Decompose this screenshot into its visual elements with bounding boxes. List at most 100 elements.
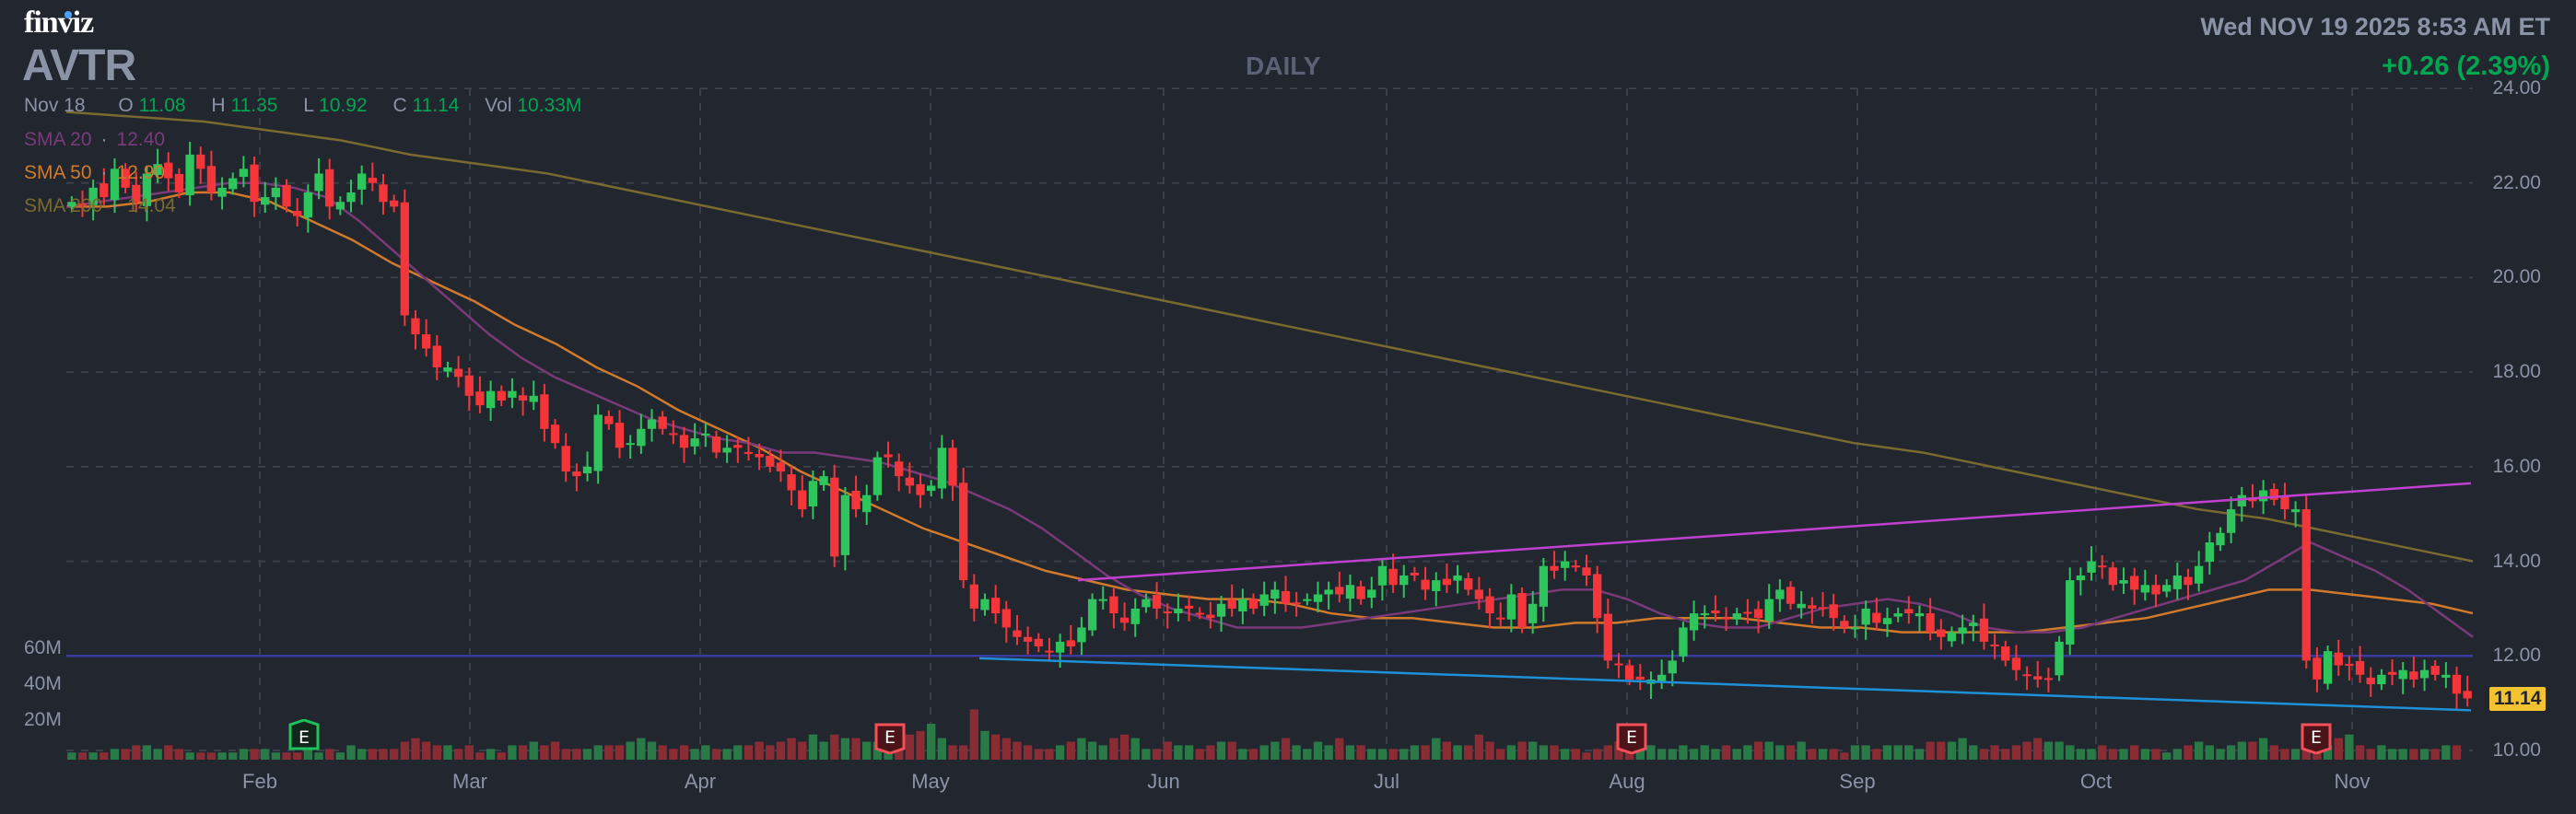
volume-bar	[368, 749, 377, 760]
volume-bar	[142, 745, 152, 760]
earnings-marker-icon[interactable]: E	[874, 719, 906, 755]
volume-bar	[1808, 749, 1817, 760]
volume-bar	[798, 741, 807, 760]
volume-bar	[1281, 738, 1291, 760]
candle-body	[228, 178, 238, 190]
candle-body	[1721, 617, 1731, 620]
candle-body	[744, 451, 754, 454]
volume-bar	[1034, 749, 1043, 760]
volume-bar	[1130, 738, 1140, 760]
candle-body	[2463, 691, 2472, 699]
volume-bar	[2076, 749, 2086, 760]
volume-bar	[593, 745, 603, 760]
sma50-legend[interactable]: SMA 50 · 12.90	[24, 162, 166, 183]
volume-bar	[2323, 745, 2333, 760]
volume-bar	[701, 745, 710, 760]
volume-bar	[2011, 745, 2021, 760]
volume-bar	[1689, 749, 1699, 760]
candle-body	[1679, 627, 1688, 657]
volume-bar	[2430, 749, 2440, 760]
date-tick: Oct	[2079, 770, 2113, 793]
volume-bar	[1893, 745, 1903, 760]
candle-body	[271, 187, 281, 198]
volume-bar	[2345, 734, 2354, 760]
candle-body	[2055, 641, 2064, 676]
earnings-marker-icon[interactable]: E	[288, 718, 320, 754]
volume-bar	[261, 749, 270, 760]
volume-bar	[1679, 745, 1688, 760]
candle-body	[88, 187, 98, 205]
volume-bar	[1367, 749, 1376, 760]
volume-bar	[2398, 749, 2407, 760]
candle-body	[1550, 565, 1559, 571]
candle-body	[250, 164, 259, 203]
candle-body	[325, 169, 334, 207]
candle-body	[2140, 585, 2150, 593]
candle-body	[1163, 611, 1172, 614]
price-change: +0.26 (2.39%)	[2382, 52, 2550, 81]
volume-bar	[1743, 745, 1752, 760]
date-tick: Aug	[1609, 770, 1645, 793]
volume-bar	[1818, 749, 1828, 760]
candle-body	[464, 375, 474, 396]
volume-bar	[1098, 745, 1107, 760]
date-tick: Nov	[2334, 770, 2371, 793]
volume-bar	[658, 745, 667, 760]
logo-dot	[64, 11, 72, 18]
candle-body	[690, 438, 699, 447]
volume-bar	[851, 738, 861, 760]
volume-bar	[2151, 749, 2160, 760]
volume-bar	[2313, 749, 2322, 760]
date-tick: Sep	[1839, 770, 1876, 793]
volume-bar	[432, 745, 441, 760]
candle-body	[2409, 671, 2418, 680]
finviz-logo[interactable]: finviz	[24, 6, 94, 40]
candle-body	[872, 457, 883, 495]
candle-body	[67, 202, 76, 207]
candle-body	[1066, 640, 1075, 647]
volume-bar	[228, 752, 238, 760]
earnings-marker-icon[interactable]: E	[2301, 719, 2332, 755]
candle-body	[1893, 613, 1903, 617]
candle-body	[1635, 676, 1645, 680]
open-label: O	[118, 95, 134, 116]
svg-text:E: E	[2311, 727, 2322, 748]
earnings-marker-icon[interactable]: E	[1616, 719, 1647, 755]
candle-body	[1732, 613, 1741, 620]
volume-bar	[2043, 741, 2054, 760]
volume-bar	[1421, 745, 1430, 760]
candle-body	[1216, 603, 1226, 617]
date-tick: Apr	[684, 770, 717, 793]
candle-body	[443, 367, 452, 372]
candle-body	[1345, 585, 1355, 599]
volume-tick: 60M	[24, 637, 62, 658]
volume-bar	[1410, 745, 1420, 760]
candle-body	[1603, 613, 1612, 661]
volume-bar	[475, 752, 485, 760]
candle-body	[905, 477, 915, 486]
volume-bar	[637, 738, 646, 760]
volume-bar	[1045, 749, 1054, 760]
sma20-legend[interactable]: SMA 20 · 12.40	[24, 129, 166, 150]
volume-bar	[2226, 745, 2236, 760]
volume-bar	[164, 745, 173, 760]
sma200-legend[interactable]: SMA 200 · 14.04	[24, 195, 176, 216]
volume-bar	[1399, 749, 1409, 760]
candle-body	[2119, 580, 2128, 584]
candle-body	[432, 345, 441, 368]
candle-body	[1410, 572, 1420, 576]
candle-body	[1034, 638, 1043, 647]
volume-bar	[2441, 745, 2451, 760]
candle-body	[1367, 589, 1376, 599]
volume-bar	[1485, 741, 1494, 760]
volume-bar	[1206, 745, 1215, 760]
volume-bar	[250, 749, 259, 760]
volume-bar	[1055, 745, 1065, 760]
volume-bar	[1388, 749, 1398, 760]
volume-bar	[2001, 749, 2010, 760]
candle-body	[1270, 589, 1280, 599]
candle-body	[1001, 609, 1011, 628]
candle-body	[2172, 575, 2182, 589]
candle-body	[508, 390, 517, 398]
